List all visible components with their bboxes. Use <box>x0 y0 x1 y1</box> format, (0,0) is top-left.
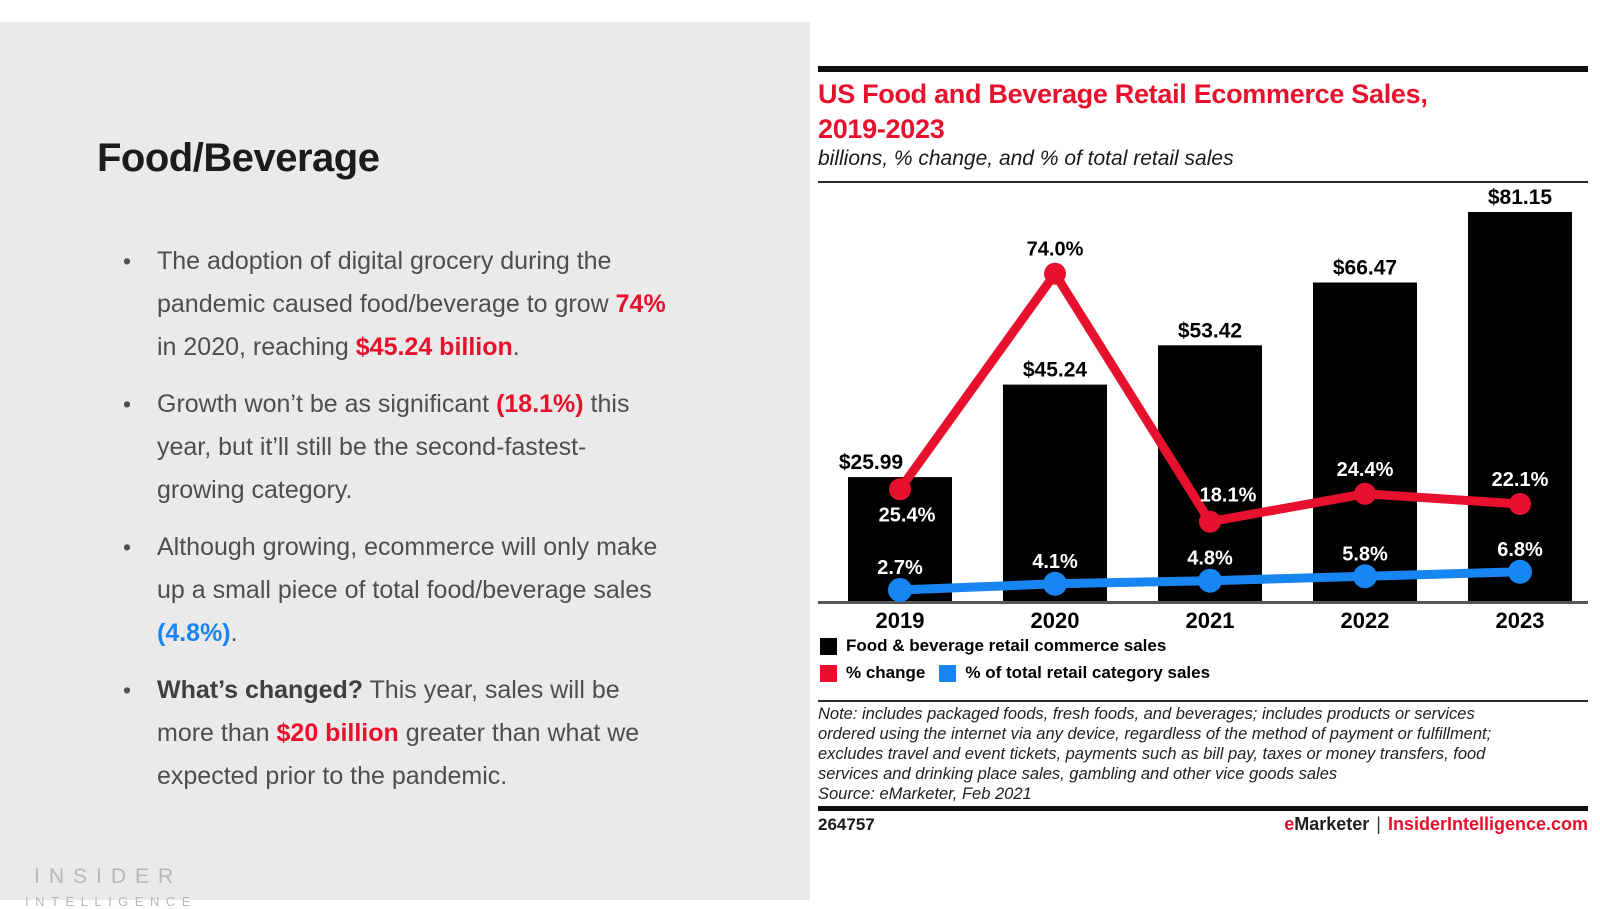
bullet-item: • Growth won’t be as significant (18.1%) … <box>123 383 735 512</box>
x-tick-label: 2023 <box>1496 608 1545 633</box>
bar-value-label: $25.99 <box>839 451 903 474</box>
chart-panel: US Food and Beverage Retail Ecommerce Sa… <box>818 0 1588 900</box>
pct-change-label: 25.4% <box>879 504 936 526</box>
bar-value-label: $45.24 <box>1023 359 1088 382</box>
bullet-item: • What’s changed? This year, sales will b… <box>123 669 735 798</box>
note-rule <box>818 700 1588 702</box>
pct-total-label: 4.1% <box>1032 551 1078 573</box>
logo-line-insider: INSIDER <box>34 865 183 888</box>
bar-2020 <box>1003 384 1107 602</box>
pct-total-label: 4.8% <box>1187 548 1233 570</box>
point-2020 <box>1044 262 1066 285</box>
pct-change-label: 22.1% <box>1492 469 1549 491</box>
point-2022 <box>1354 482 1376 505</box>
x-tick-label: 2020 <box>1031 608 1080 633</box>
page-title: Food/Beverage <box>97 136 380 180</box>
bullet-text: What’s changed? This year, sales will be… <box>157 676 640 790</box>
legend-swatch-pct-total <box>939 664 957 682</box>
bullet-text: The adoption of digital grocery during t… <box>157 247 666 361</box>
x-tick-label: 2022 <box>1341 608 1390 633</box>
brand-separator: | <box>1376 814 1381 834</box>
bottom-rule <box>818 806 1588 811</box>
bullet-item: • The adoption of digital grocery during … <box>123 240 735 369</box>
bullet-marker: • <box>123 677 132 703</box>
legend-label-pct-total: % of total retail category sales <box>965 663 1211 682</box>
chart-note: Note: includes packaged foods, fresh foo… <box>818 705 1492 783</box>
bar-2022 <box>1313 282 1417 602</box>
chart-source: Source: eMarketer, Feb 2021 <box>818 785 1032 803</box>
point-2020 <box>1043 571 1067 596</box>
point-2019 <box>889 478 911 501</box>
point-2021 <box>1198 568 1222 593</box>
header-rule <box>818 181 1588 183</box>
pct-total-label: 2.7% <box>877 557 923 579</box>
note-block: Note: includes packaged foods, fresh foo… <box>818 704 1588 804</box>
logo-line-intelligence: INTELLIGENCE <box>25 894 197 909</box>
legend-label-pct-change: % change <box>846 663 926 682</box>
bullet-marker: • <box>123 534 132 560</box>
bullet-marker: • <box>123 248 132 274</box>
left-panel: Food/Beverage • The adoption of digital g… <box>0 22 810 909</box>
pct-change-label: 24.4% <box>1337 459 1394 481</box>
pct-total-label: 5.8% <box>1342 543 1388 565</box>
emarketer-e: e <box>1284 814 1295 834</box>
bar-value-label: $53.42 <box>1178 319 1242 342</box>
brand-site: InsiderIntelligence.com <box>1387 814 1588 834</box>
pct-change-label: 74.0% <box>1027 239 1084 261</box>
top-rule <box>818 66 1588 72</box>
bar-value-label: $81.15 <box>1488 186 1553 209</box>
bullet-text: Although growing, ecommerce will only ma… <box>157 533 658 647</box>
pct-total-label: 6.8% <box>1497 539 1543 561</box>
emarketer-rest: Marketer <box>1294 814 1370 834</box>
chart-canvas: $25.99 $45.24 $53.42 $66.47 $81.15 25.4% 74.0%… <box>818 186 1588 633</box>
point-2023 <box>1508 559 1532 584</box>
legend-swatch-pct-change <box>820 664 837 682</box>
legend-row-2: % change % of total retail category sale… <box>820 663 1210 683</box>
legend-swatch-bars <box>820 637 837 655</box>
point-2021 <box>1199 510 1221 533</box>
bullet-marker: • <box>123 391 132 417</box>
bar-value-label: $66.47 <box>1333 257 1397 280</box>
x-tick-label: 2021 <box>1186 608 1235 633</box>
pct-change-label: 18.1% <box>1200 485 1257 507</box>
bullet-text: Growth won’t be as significant (18.1%) t… <box>157 390 630 504</box>
legend-row-1: Food & beverage retail commerce sales <box>820 636 1210 656</box>
legend-label-bars: Food & beverage retail commerce sales <box>846 636 1167 655</box>
chart-subtitle: billions, % change, and % of total retai… <box>818 147 1234 170</box>
point-2022 <box>1353 564 1377 589</box>
insider-intelligence-logo: INSIDER INTELLIGENCE <box>25 865 197 909</box>
x-tick-label: 2019 <box>876 608 925 633</box>
chart-id: 264757 <box>818 815 875 834</box>
chart-title: US Food and Beverage Retail Ecommerce Sa… <box>818 79 1428 144</box>
brand-line: eMarketer | InsiderIntelligence.com <box>1284 814 1588 835</box>
chart-legend: Food & beverage retail commerce sales % … <box>820 636 1210 690</box>
chart-footer: 264757 eMarketer | InsiderIntelligence.com <box>818 814 1588 835</box>
bullet-item: • Although growing, ecommerce will only m… <box>123 526 735 655</box>
bullet-list: • The adoption of digital grocery during … <box>123 240 735 812</box>
point-2023 <box>1509 493 1531 515</box>
bar-2023 <box>1468 212 1572 602</box>
point-2019 <box>888 578 912 602</box>
